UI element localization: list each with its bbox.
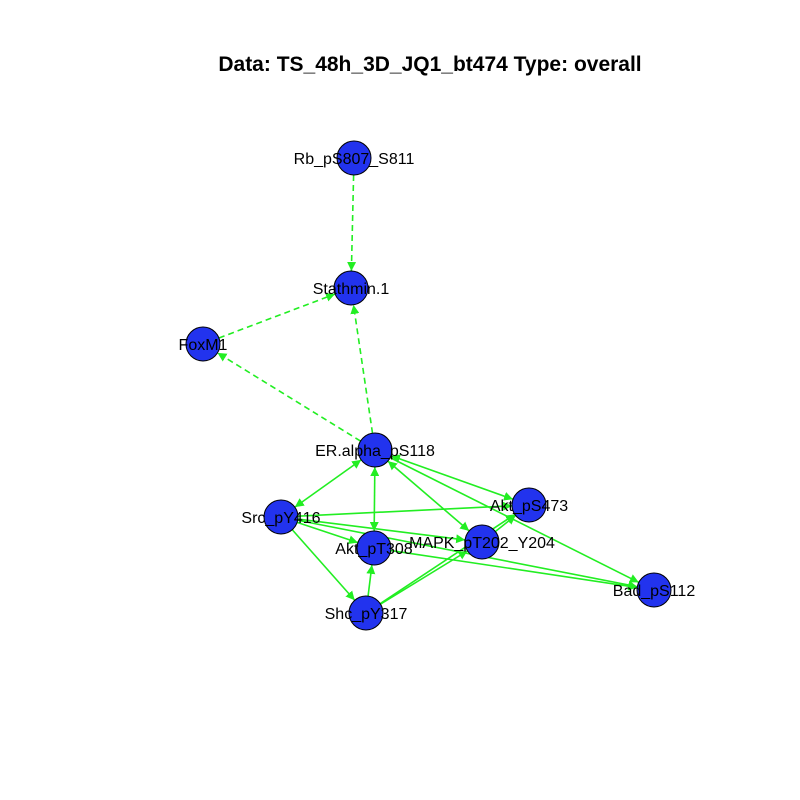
node-shc: Shc_pY317 xyxy=(325,595,408,631)
node-circle xyxy=(263,499,299,535)
edge-mapk-akt473 xyxy=(494,514,517,533)
node-label: Src_pY416 xyxy=(241,510,320,527)
node-era: ER.alpha_pS118 xyxy=(315,432,435,468)
node-stathmin: Stathmin.1 xyxy=(313,270,390,306)
edge-era-stathmin xyxy=(350,304,374,434)
node-circle xyxy=(464,524,500,560)
node-circle xyxy=(636,572,672,608)
node-akt308: Akt_pT308 xyxy=(335,530,413,566)
node-label: Akt_pS473 xyxy=(490,498,568,515)
edge-src-akt473 xyxy=(297,501,513,517)
node-circle xyxy=(348,595,384,631)
edge-era-foxm1 xyxy=(217,352,361,442)
node-circle xyxy=(333,270,369,306)
node-circle xyxy=(336,140,372,176)
node-label: Akt_pT308 xyxy=(335,541,412,558)
edge-src-akt308 xyxy=(296,521,359,545)
node-mapk: MAPK_pT202_Y204 xyxy=(409,524,555,560)
edge-rb-stathmin xyxy=(347,174,357,272)
node-label: Stathmin.1 xyxy=(313,281,390,298)
node-label: Bad_pS112 xyxy=(613,583,696,600)
edge-src-shc xyxy=(291,529,356,601)
node-label: Shc_pY317 xyxy=(325,606,408,623)
node-foxm1: FoxM1 xyxy=(179,326,228,362)
node-circle xyxy=(185,326,221,362)
edge-foxm1-stathmin xyxy=(218,292,336,339)
node-src: Src_pY416 xyxy=(241,499,321,535)
edge-era-akt308 xyxy=(369,466,380,532)
edge-era-mapk xyxy=(387,460,470,532)
edge-era-akt473 xyxy=(390,454,514,501)
node-circle xyxy=(356,530,392,566)
node-circle xyxy=(357,432,393,468)
edge-shc-mapk xyxy=(380,550,468,605)
node-label: Rb_pS807_S811 xyxy=(294,151,415,168)
diagram-title: Data: TS_48h_3D_JQ1_bt474 Type: overall xyxy=(218,53,641,76)
node-label: MAPK_pT202_Y204 xyxy=(409,535,555,552)
edge-src-mapk xyxy=(297,518,466,544)
edge-era-src xyxy=(294,459,362,508)
node-label: ER.alpha_pS118 xyxy=(315,443,435,460)
node-akt473: Akt_pS473 xyxy=(490,487,568,523)
node-circle xyxy=(511,487,547,523)
nodes-layer: Rb_pS807_S811 Stathmin.1 FoxM1 ER.alpha_pS1… xyxy=(179,140,696,631)
edge-era-bad xyxy=(389,456,640,584)
node-bad: Bad_pS112 xyxy=(613,572,696,608)
node-label: FoxM1 xyxy=(179,337,228,354)
edge-akt308-bad xyxy=(390,549,638,591)
edge-shc-akt308 xyxy=(366,564,376,597)
node-rb: Rb_pS807_S811 xyxy=(294,140,415,176)
